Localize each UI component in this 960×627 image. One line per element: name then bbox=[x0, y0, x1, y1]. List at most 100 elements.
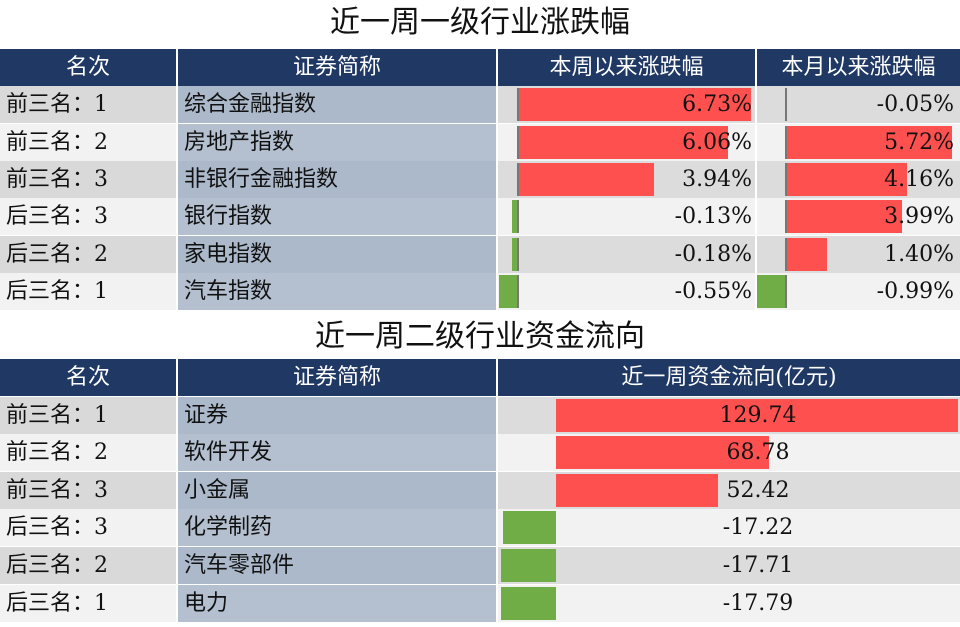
flow-value: -17.71 bbox=[722, 553, 794, 578]
week-axis bbox=[517, 88, 519, 122]
month-cell bbox=[757, 86, 960, 124]
week-axis bbox=[517, 200, 519, 234]
table-row: 前三名：3 小金属 52.42 bbox=[0, 471, 960, 509]
table2-header-row: 名次 证券简称 近一周资金流向(亿元) bbox=[0, 359, 960, 396]
name-cell: 汽车指数 bbox=[178, 272, 498, 310]
header-rank: 名次 bbox=[0, 359, 178, 396]
table1-header-row: 名次 证券简称 本周以来涨跌幅 本月以来涨跌幅 bbox=[0, 49, 960, 86]
month-value: -0.05% bbox=[876, 92, 954, 118]
table-row: 后三名：3 银行指数 -0.13% 3.99% bbox=[0, 198, 960, 236]
header-fund-flow: 近一周资金流向(亿元) bbox=[621, 365, 837, 390]
table-row: 前三名：1 综合金融指数 6.73% -0.05% bbox=[0, 86, 960, 124]
table1-title: 近一周一级行业涨跌幅 bbox=[330, 5, 630, 40]
week-value: -0.55% bbox=[674, 278, 752, 304]
table2-title: 近一周二级行业资金流向 bbox=[315, 319, 645, 354]
table-row: 后三名：1 汽车指数 -0.55% -0.99% bbox=[0, 272, 960, 310]
month-bar bbox=[757, 274, 786, 308]
header-month-change: 本月以来涨跌幅 bbox=[781, 55, 936, 80]
week-axis bbox=[517, 162, 519, 196]
month-axis bbox=[785, 125, 787, 159]
month-bar bbox=[786, 125, 953, 159]
name-cell: 汽车零部件 bbox=[178, 547, 498, 584]
week-value: 6.06% bbox=[682, 129, 752, 155]
flow-value: 52.42 bbox=[726, 477, 790, 503]
flow-value: -17.22 bbox=[722, 515, 794, 541]
name-cell: 电力 bbox=[178, 584, 498, 622]
rank-cell: 前三名：1 bbox=[0, 396, 178, 434]
table-row: 前三名：2 房地产指数 6.06% 5.72% bbox=[0, 123, 960, 161]
rank-cell: 后三名：3 bbox=[0, 198, 178, 236]
name-cell: 证券 bbox=[178, 396, 498, 434]
name-cell: 非银行金融指数 bbox=[178, 160, 498, 198]
header-name: 证券简称 bbox=[178, 49, 498, 86]
month-bar bbox=[786, 237, 827, 271]
flow-value: -17.79 bbox=[722, 590, 794, 616]
month-bar bbox=[786, 200, 903, 234]
month-cell bbox=[757, 272, 960, 310]
rank-cell: 后三名：2 bbox=[0, 235, 178, 273]
flow-bar bbox=[556, 473, 719, 507]
rank-cell: 前三名：3 bbox=[0, 471, 178, 509]
rank-cell: 后三名：3 bbox=[0, 509, 178, 547]
month-axis bbox=[785, 200, 787, 234]
table-row: 前三名：1 证券 129.74 bbox=[0, 396, 960, 434]
week-bar bbox=[512, 200, 518, 234]
week-axis bbox=[517, 274, 519, 308]
header-name: 证券简称 bbox=[178, 359, 498, 396]
name-cell: 软件开发 bbox=[178, 434, 498, 472]
flow-bar bbox=[556, 398, 958, 432]
week-bar bbox=[518, 125, 728, 159]
name-cell: 房地产指数 bbox=[178, 123, 498, 161]
name-cell: 化学制药 bbox=[178, 509, 498, 547]
header-week-change: 本周以来涨跌幅 bbox=[498, 49, 757, 86]
flow-cell bbox=[498, 547, 960, 584]
month-axis bbox=[785, 237, 787, 271]
week-bar bbox=[511, 237, 518, 271]
flow-bar bbox=[502, 511, 556, 545]
name-cell: 银行指数 bbox=[178, 198, 498, 236]
flow-bar bbox=[501, 549, 556, 582]
week-value: 3.94% bbox=[682, 166, 752, 192]
flow-cell bbox=[498, 509, 960, 547]
flow-value: 129.74 bbox=[719, 402, 797, 428]
flow-bar bbox=[500, 586, 556, 620]
week-value: -0.18% bbox=[674, 241, 752, 267]
week-value: -0.13% bbox=[674, 204, 752, 230]
month-value: 3.99% bbox=[884, 204, 954, 230]
week-bar bbox=[498, 274, 518, 308]
table-row: 前三名：2 软件开发 68.78 bbox=[0, 434, 960, 472]
table-row: 后三名：1 电力 -17.79 bbox=[0, 584, 960, 622]
rank-cell: 前三名：2 bbox=[0, 123, 178, 161]
table-row: 前三名：3 非银行金融指数 3.94% 4.16% bbox=[0, 160, 960, 198]
table-row: 后三名：2 家电指数 -0.18% 1.40% bbox=[0, 235, 960, 273]
header-rank: 名次 bbox=[0, 49, 178, 86]
month-value: -0.99% bbox=[876, 278, 954, 304]
flow-value: 68.78 bbox=[726, 440, 790, 466]
month-axis bbox=[785, 162, 787, 196]
rank-cell: 后三名：2 bbox=[0, 547, 178, 584]
month-value: 1.40% bbox=[884, 241, 954, 267]
name-cell: 小金属 bbox=[178, 471, 498, 509]
name-cell: 家电指数 bbox=[178, 235, 498, 273]
rank-cell: 前三名：1 bbox=[0, 86, 178, 124]
week-cell bbox=[498, 198, 757, 236]
rank-cell: 后三名：1 bbox=[0, 584, 178, 622]
week-axis bbox=[517, 125, 519, 159]
week-cell bbox=[498, 272, 757, 310]
week-value: 6.73% bbox=[682, 92, 752, 118]
name-cell: 综合金融指数 bbox=[178, 86, 498, 124]
table-row: 后三名：3 化学制药 -17.22 bbox=[0, 509, 960, 547]
month-axis bbox=[785, 274, 787, 308]
week-cell bbox=[498, 235, 757, 273]
month-value: 4.16% bbox=[884, 166, 954, 192]
rank-cell: 后三名：1 bbox=[0, 272, 178, 310]
week-axis bbox=[517, 237, 519, 271]
week-bar bbox=[518, 162, 655, 196]
month-bar bbox=[786, 162, 908, 196]
table-row: 后三名：2 汽车零部件 -17.71 bbox=[0, 547, 960, 584]
rank-cell: 前三名：2 bbox=[0, 434, 178, 472]
flow-bar bbox=[556, 436, 769, 470]
month-axis bbox=[785, 88, 787, 122]
flow-cell bbox=[498, 584, 960, 622]
week-bar bbox=[518, 88, 751, 122]
